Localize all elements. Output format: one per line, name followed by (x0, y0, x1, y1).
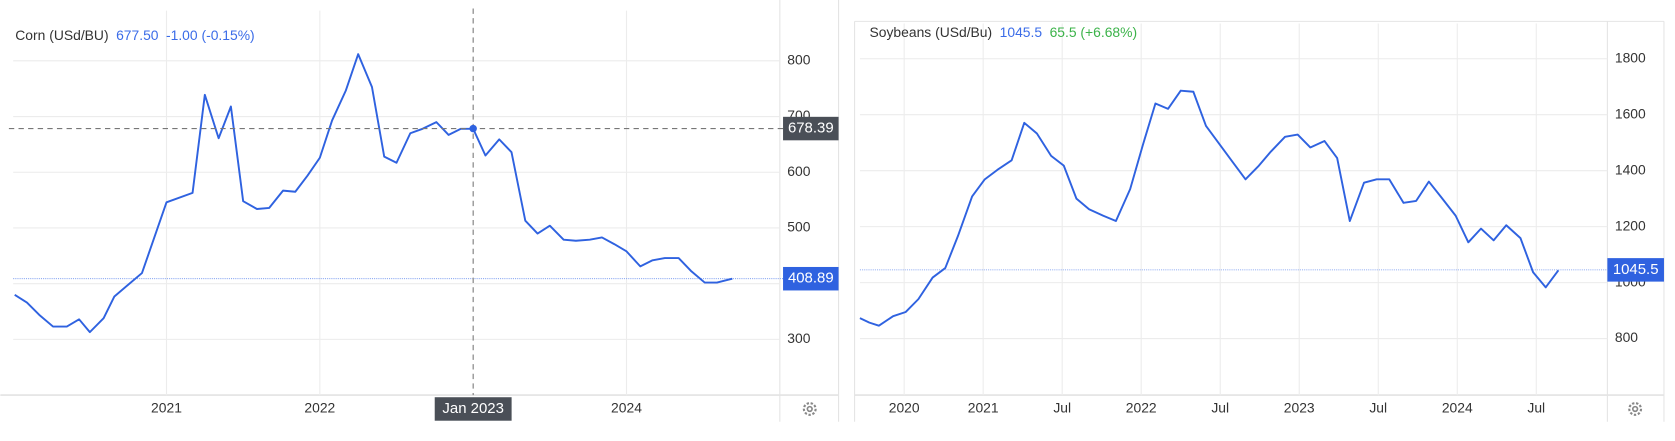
last-value-box (783, 266, 839, 291)
x-tick-label: Jul (1527, 400, 1545, 416)
x-tick-label: 2022 (1126, 400, 1157, 416)
last-value-label: 1045.5 (1613, 261, 1659, 278)
header-price: 677.50 (116, 27, 159, 43)
header-change: -1.00 (-0.15%) (166, 27, 255, 43)
series-line (14, 53, 733, 334)
crosshair-value-label: 678.39 (788, 120, 834, 137)
gear-outer[interactable] (1628, 402, 1643, 416)
y-tick-label: 1400 (1615, 161, 1646, 177)
chart-panel: 8001000120014001600180020202021Jul2022Ju… (854, 20, 1665, 422)
x-tick-label: Jul (1211, 400, 1229, 416)
y-tick-label: 800 (787, 51, 810, 67)
y-tick-label: 1600 (1615, 105, 1646, 121)
x-tick-label: 2021 (151, 400, 182, 416)
x-tick-label: 2024 (1442, 400, 1473, 416)
gear-outer[interactable] (802, 402, 817, 416)
x-tick-label: 2021 (968, 400, 999, 416)
x-tick-label: 2022 (304, 400, 335, 416)
header-name: Soybeans (USd/Bu) (870, 24, 993, 40)
header-price: 1045.5 (1000, 24, 1043, 40)
chart-panel: 300400500600700800202120222024Corn (USd/… (0, 0, 840, 422)
crosshair-point (469, 124, 477, 133)
last-value-label: 408.89 (788, 270, 834, 287)
crosshair-x-box (434, 397, 512, 421)
y-tick-label: 1200 (1615, 217, 1646, 233)
last-value-box (1607, 258, 1664, 282)
header-name: Corn (USd/BU) (15, 27, 108, 43)
x-tick-label: Jul (1369, 400, 1387, 416)
x-tick-label: 2020 (889, 400, 920, 416)
settings-icon[interactable] (802, 402, 817, 416)
x-tick-label: 2024 (611, 400, 642, 416)
gear-inner[interactable] (806, 405, 813, 413)
x-tick-label: 2023 (1284, 400, 1315, 416)
settings-icon[interactable] (1628, 402, 1643, 416)
crosshair-x-label: Jan 2023 (442, 400, 503, 417)
header-change: 65.5 (+6.68%) (1050, 24, 1138, 40)
gear-inner[interactable] (1631, 405, 1639, 413)
x-tick-label: Jul (1053, 400, 1071, 416)
y-tick-label: 500 (787, 219, 810, 235)
y-tick-label: 600 (787, 163, 810, 179)
y-tick-label: 1800 (1615, 49, 1646, 65)
series-line (859, 89, 1560, 327)
y-tick-label: 800 (1615, 329, 1638, 345)
y-tick-label: 300 (787, 330, 810, 346)
crosshair-value-box (783, 116, 839, 141)
